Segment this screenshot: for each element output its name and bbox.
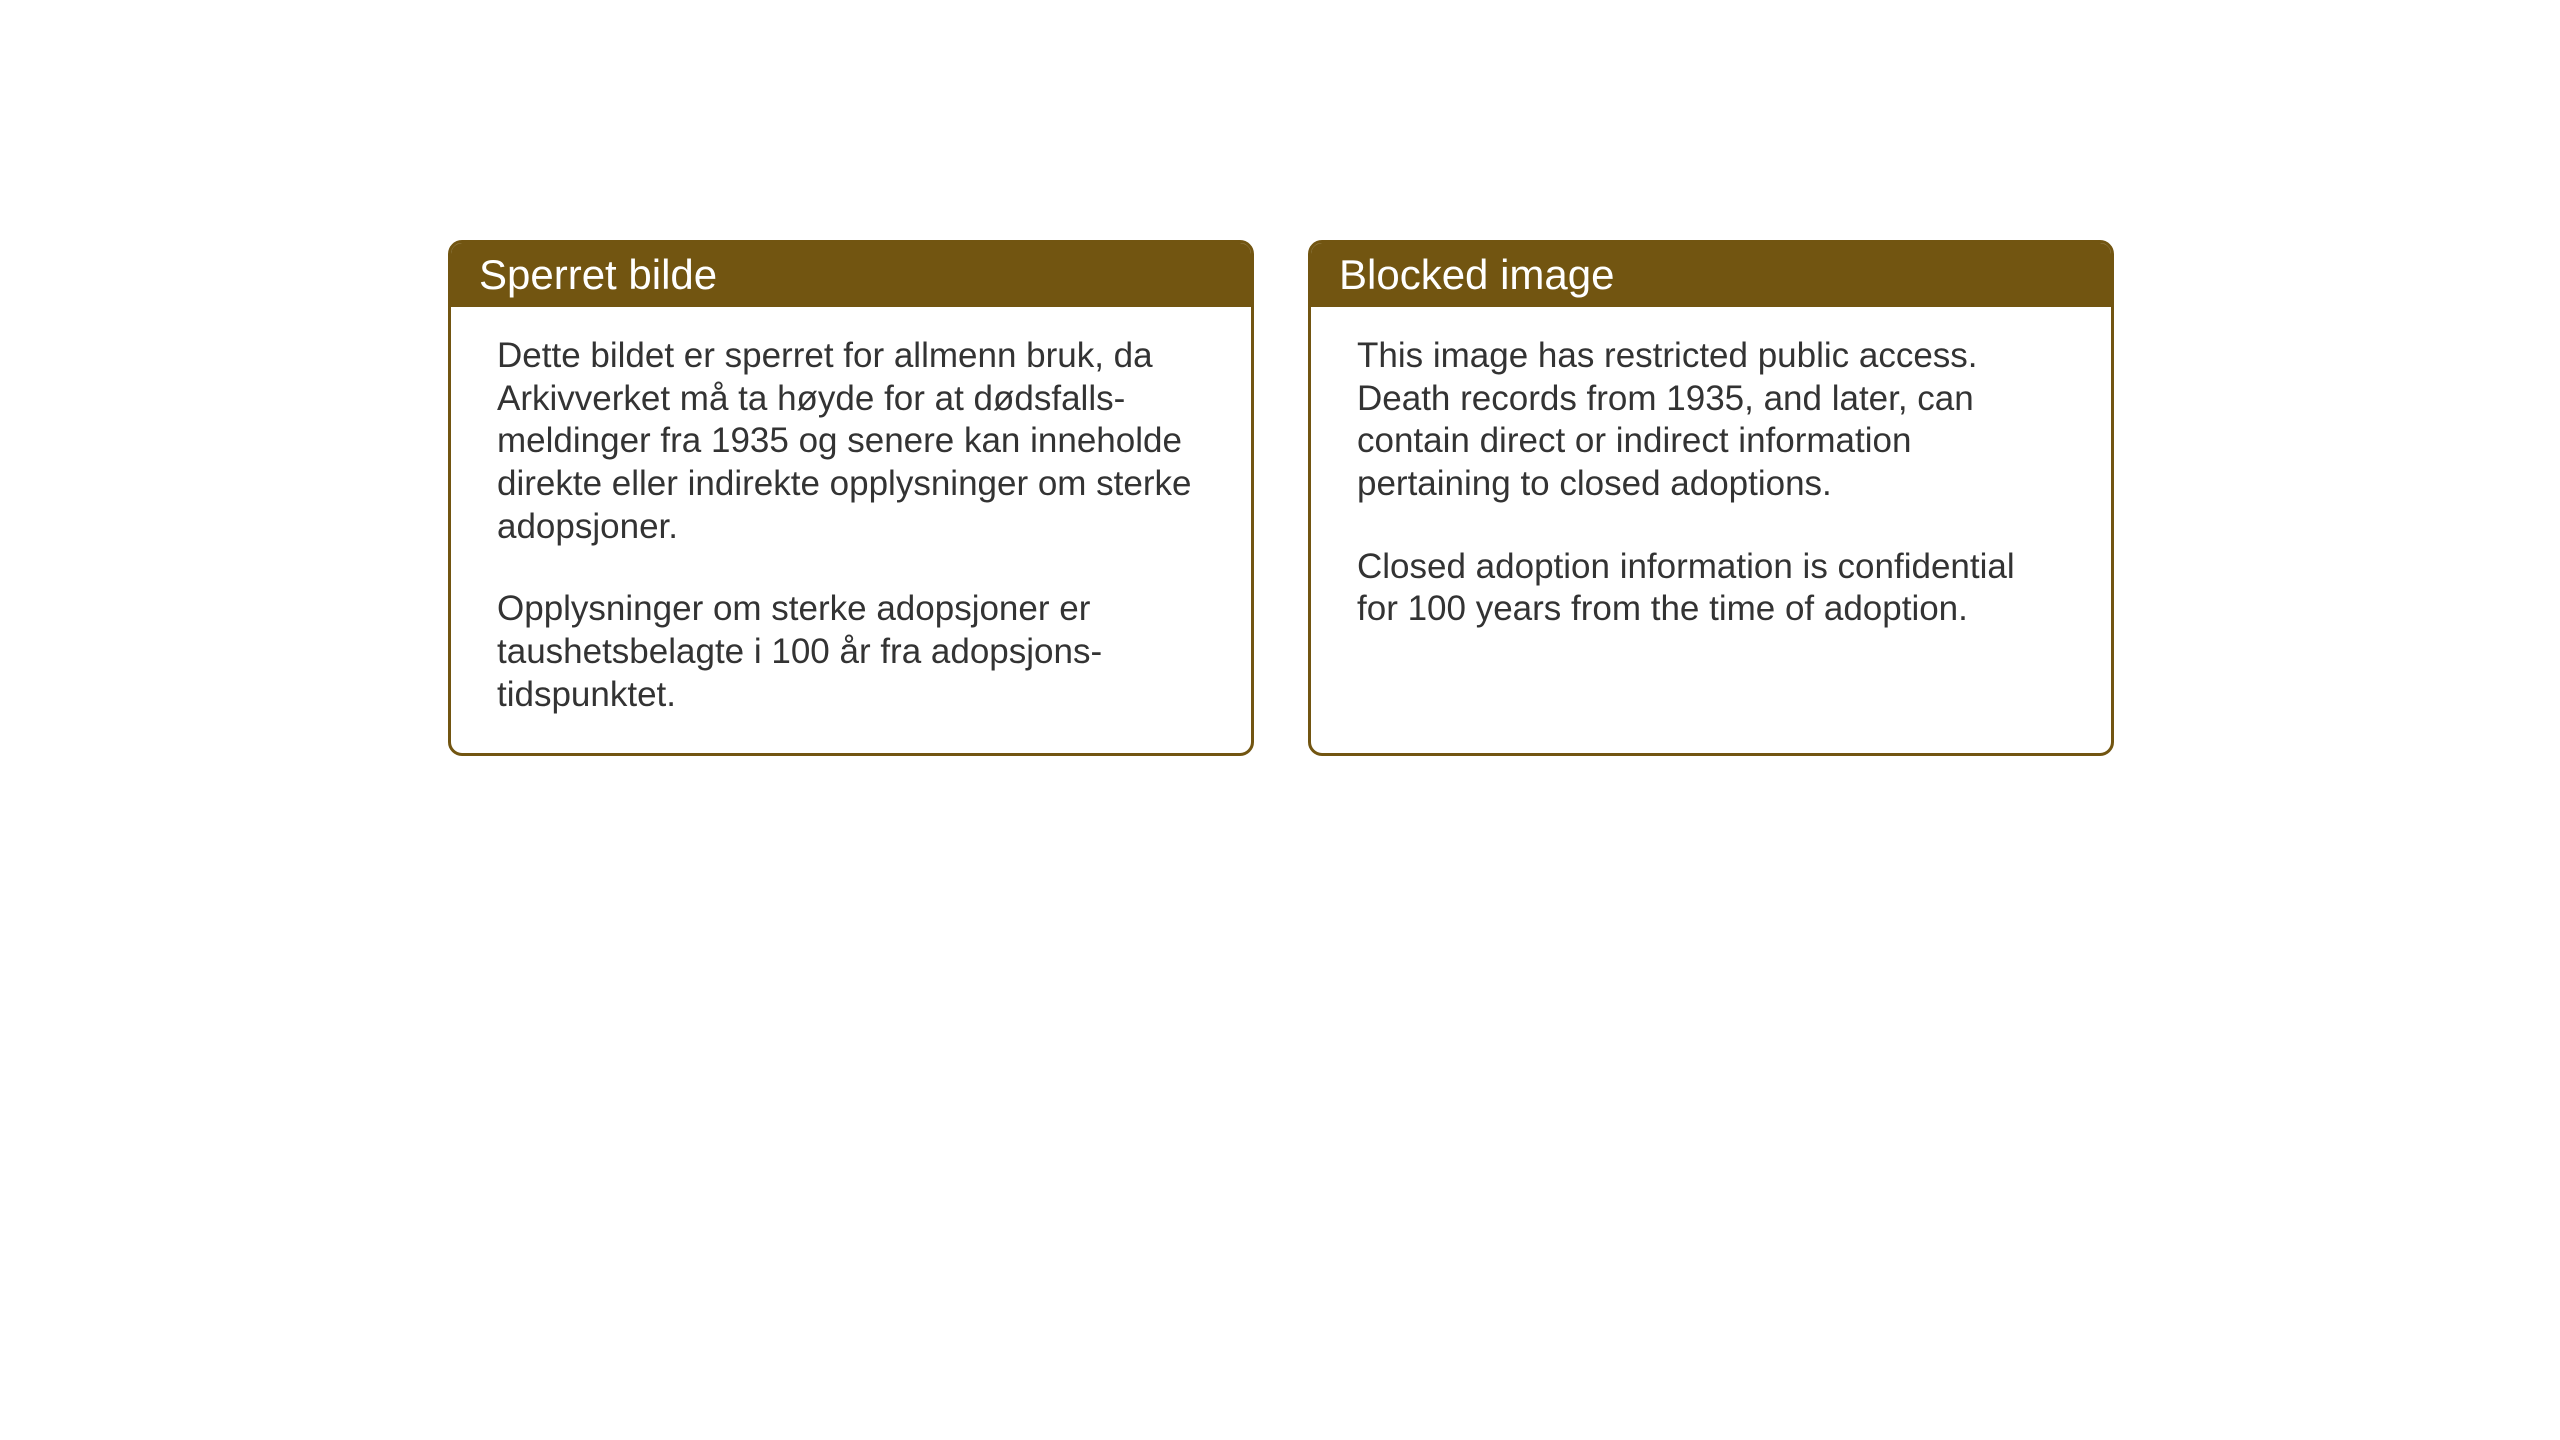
card-paragraph-2-english: Closed adoption information is confident…	[1357, 546, 2065, 631]
card-header-english: Blocked image	[1311, 243, 2111, 307]
card-header-norwegian: Sperret bilde	[451, 243, 1251, 307]
cards-container: Sperret bilde Dette bildet er sperret fo…	[448, 240, 2114, 756]
card-paragraph-2-norwegian: Opplysninger om sterke adopsjoner er tau…	[497, 588, 1205, 716]
card-english: Blocked image This image has restricted …	[1308, 240, 2114, 756]
card-body-norwegian: Dette bildet er sperret for allmenn bruk…	[451, 307, 1251, 753]
card-title-english: Blocked image	[1339, 251, 1614, 298]
card-paragraph-1-norwegian: Dette bildet er sperret for allmenn bruk…	[497, 335, 1205, 548]
card-norwegian: Sperret bilde Dette bildet er sperret fo…	[448, 240, 1254, 756]
card-paragraph-1-english: This image has restricted public access.…	[1357, 335, 2065, 506]
card-body-english: This image has restricted public access.…	[1311, 307, 2111, 667]
card-title-norwegian: Sperret bilde	[479, 251, 717, 298]
